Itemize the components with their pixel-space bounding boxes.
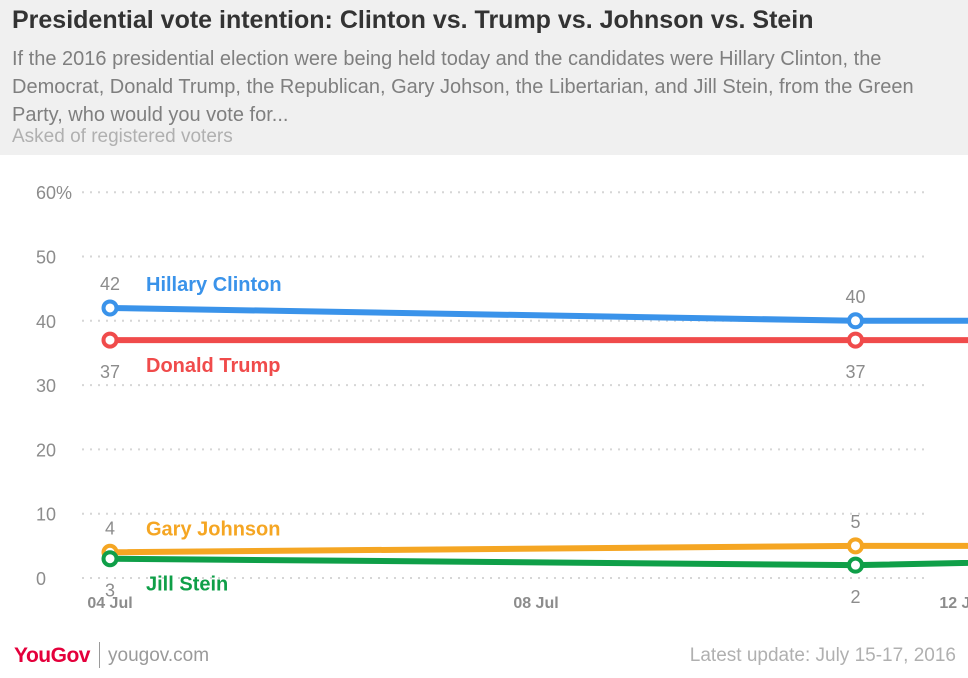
y-tick-label: 0 (36, 569, 46, 589)
y-tick-label: 40 (36, 312, 56, 332)
yougov-logo: YouGov (14, 644, 90, 667)
y-tick-label: 30 (36, 376, 56, 396)
data-point (847, 537, 864, 555)
data-point (847, 312, 864, 330)
chart-note: Asked of registered voters (12, 126, 233, 147)
data-label: 42 (100, 274, 120, 294)
data-label: 5 (850, 512, 860, 532)
chart-subtitle: If the 2016 presidential election were b… (12, 48, 914, 126)
data-point (847, 556, 864, 574)
series-name-label: Donald Trump (146, 355, 280, 377)
data-point (847, 331, 864, 349)
data-point (101, 299, 119, 317)
chart-header: Presidential vote intention: Clinton vs.… (0, 0, 968, 155)
data-point (101, 550, 119, 568)
x-tick-label: 04 Jul (87, 595, 132, 612)
data-label: 2 (850, 587, 860, 607)
series-name-label: Jill Stein (146, 574, 228, 596)
footer-separator (99, 642, 100, 668)
series-name-label: Hillary Clinton (146, 274, 282, 296)
series-line (107, 555, 968, 569)
latest-update: Latest update: July 15-17, 2016 (689, 645, 956, 666)
data-label: 37 (845, 362, 865, 382)
data-label: 37 (100, 362, 120, 382)
series-line (107, 542, 968, 556)
footer-site: yougov.com (108, 645, 210, 666)
y-tick-label: 60% (36, 183, 72, 203)
y-tick-label: 20 (36, 440, 56, 460)
series-line (107, 304, 968, 324)
chart-title: Presidential vote intention: Clinton vs.… (12, 6, 814, 34)
data-label: 3 (105, 581, 115, 601)
x-tick-label: 08 Jul (513, 595, 558, 612)
y-tick-label: 50 (36, 248, 56, 268)
series-name-label: Gary Johnson (146, 518, 280, 540)
x-tick-label: 12 Jul (939, 595, 968, 612)
data-label: 40 (845, 287, 865, 307)
data-label: 4 (105, 518, 115, 538)
data-point (101, 331, 119, 349)
y-tick-label: 10 (36, 505, 56, 525)
